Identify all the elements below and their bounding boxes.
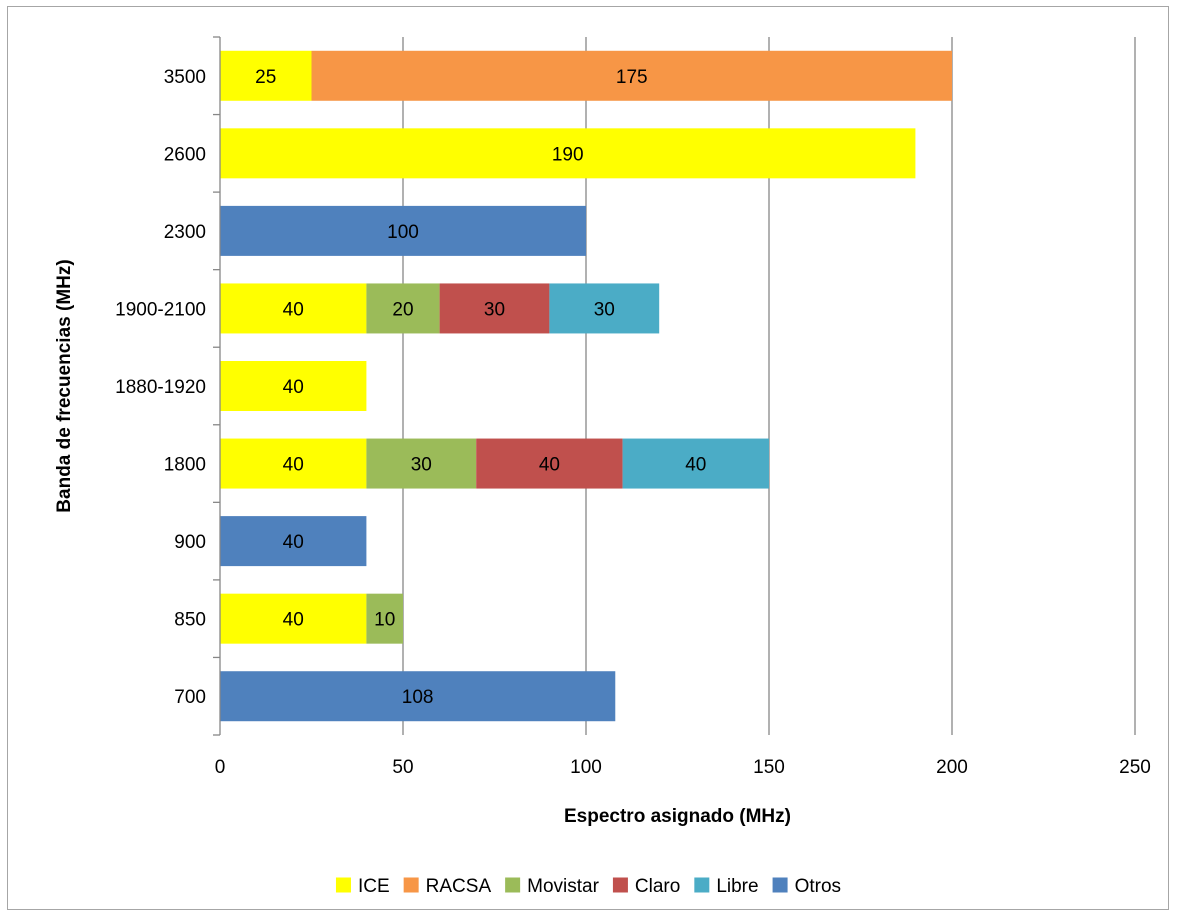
bar-value-label: 40 [685,455,706,476]
bar-segment [549,283,660,334]
y-tick-label: 3500 [164,67,206,88]
y-tick-label: 2600 [164,144,206,165]
y-tick-label: 1880-1920 [115,377,206,398]
bar-segment [220,205,586,256]
bar-value-label: 40 [539,455,560,476]
bar-segment [220,593,367,644]
bar-value-label: 108 [402,687,434,708]
bar-segment [220,671,616,722]
y-axis-title: Banda de frecuencias (MHz) [54,259,75,512]
bar-value-label: 10 [374,610,395,631]
bar-value-label: 20 [392,299,413,320]
legend-swatch [772,877,788,893]
legend-label: Otros [795,876,841,897]
bar-segment [220,50,312,101]
bar-value-label: 40 [283,299,304,320]
x-tick-label: 150 [753,757,785,778]
x-tick-label: 200 [936,757,968,778]
legend-swatch [612,877,628,893]
legend-label: RACSA [426,876,492,897]
bar-segment [311,50,952,101]
bar-segment [476,438,623,489]
bar-value-label: 40 [283,610,304,631]
y-tick-label: 1800 [164,455,206,476]
bar-value-label: 175 [616,67,648,88]
bar-value-label: 190 [552,144,584,165]
y-tick-label: 1900-2100 [115,299,206,320]
legend-label: Movistar [527,876,599,897]
bar-value-label: 30 [411,455,432,476]
bars [220,50,952,722]
bar-segment [220,516,367,567]
bar-segment [366,593,403,644]
legend-label: ICE [358,876,390,897]
bar-value-label: 40 [283,455,304,476]
x-axis-title: Espectro asignado (MHz) [564,806,791,827]
bar-value-label: 30 [594,299,615,320]
data-labels: 108 40 10 40 40 30 40 40 40 40 20 30 30 100 190 25 175 [255,67,706,708]
y-tick-label: 850 [174,610,206,631]
bar-segment [622,438,769,489]
bar-segment [366,283,440,334]
bar-value-label: 100 [387,222,419,243]
legend-label: Claro [635,876,680,897]
axes: 0 50 100 150 200 250 700 850 900 1800 1880-1920 190… [115,36,1151,778]
bar-segment [220,128,916,179]
legend-swatch [505,877,521,893]
bar-value-label: 40 [283,532,304,553]
bar-value-label: 25 [255,67,276,88]
bar-segment [220,283,367,334]
legend-swatch [335,877,351,893]
bar-segment [366,438,477,489]
legend-swatch [403,877,419,893]
x-tick-label: 0 [215,757,226,778]
bar-segment [439,283,550,334]
bar-segment [220,438,367,489]
y-tick-label: 900 [174,532,206,553]
y-tick-label: 2300 [164,222,206,243]
x-tick-label: 250 [1119,757,1151,778]
bar-value-label: 30 [484,299,505,320]
legend-swatch [694,877,710,893]
y-tick-label: 700 [174,687,206,708]
bar-value-label: 40 [283,377,304,398]
x-tick-label: 100 [570,757,602,778]
bar-segment [220,361,367,411]
x-tick-label: 50 [392,757,413,778]
legend: ICE RACSA Movistar Claro Libre Otros [335,876,841,897]
legend-label: Libre [716,876,758,897]
